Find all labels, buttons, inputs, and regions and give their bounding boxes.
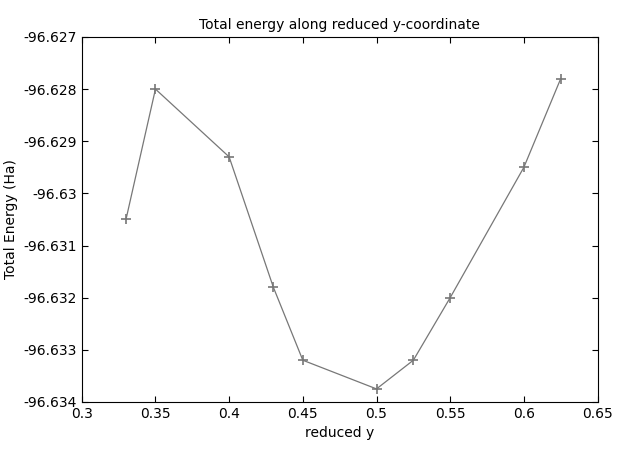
- X-axis label: reduced y: reduced y: [305, 426, 374, 440]
- Title: Total energy along reduced y-coordinate: Total energy along reduced y-coordinate: [199, 18, 480, 31]
- Y-axis label: Total Energy (Ha): Total Energy (Ha): [4, 159, 18, 280]
